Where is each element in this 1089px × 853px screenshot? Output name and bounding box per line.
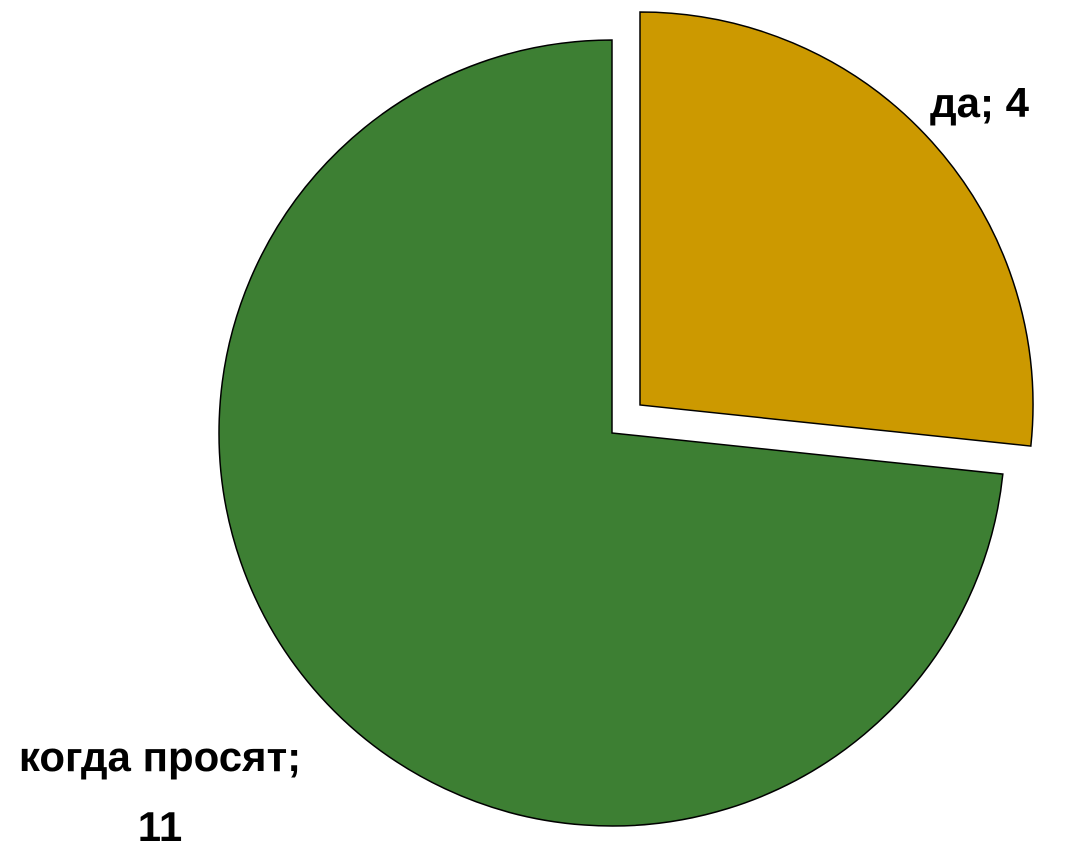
data-label: когда просят; 11 [18, 733, 302, 850]
pie-slice [639, 11, 1034, 447]
pie-slice [218, 39, 1004, 827]
data-label: да; 4 [930, 79, 1030, 126]
